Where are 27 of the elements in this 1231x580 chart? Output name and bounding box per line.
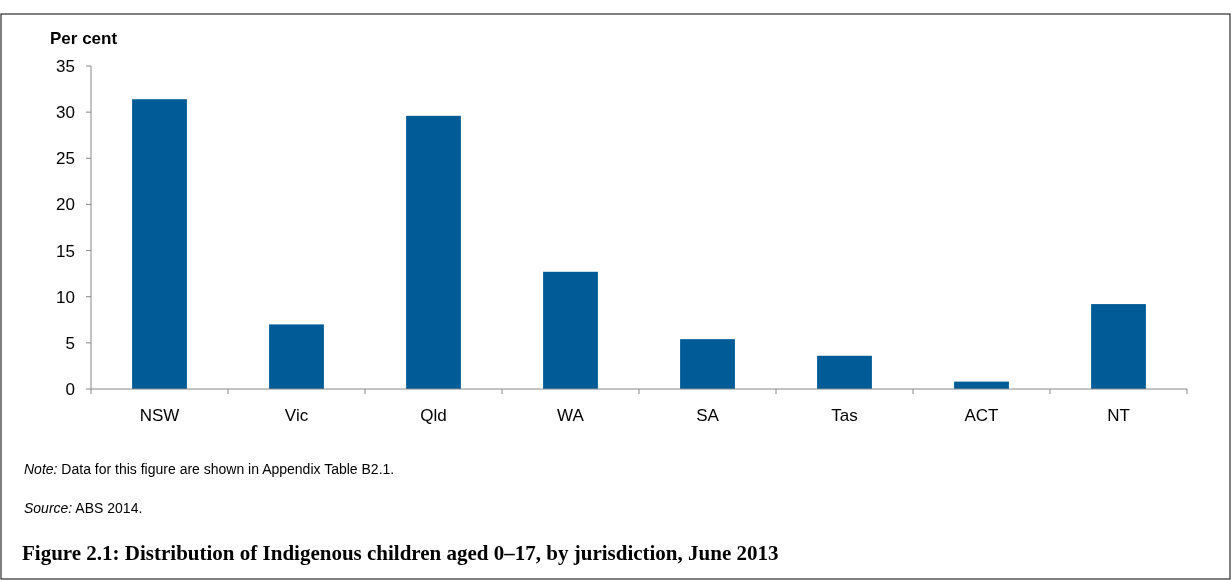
- bar: [543, 271, 598, 389]
- bar: [680, 339, 735, 389]
- bar: [1091, 304, 1146, 389]
- bar: [269, 324, 324, 389]
- y-tick-label: 30: [56, 103, 75, 123]
- x-tick-label: Qld: [420, 406, 447, 425]
- y-tick-label: 35: [56, 56, 75, 76]
- x-tick-label: SA: [696, 406, 720, 425]
- x-tick-label: Vic: [284, 406, 309, 425]
- bar: [817, 355, 872, 389]
- bar: [406, 115, 461, 389]
- y-tick-label: 0: [65, 379, 75, 399]
- y-tick-label: 25: [56, 149, 75, 169]
- y-tick-label: 15: [56, 241, 75, 261]
- x-tick-label: ACT: [964, 406, 999, 425]
- text: Figure 2.1: Distribution of Indigenous children aged 0–17, by jurisdiction, June 2013: [22, 541, 779, 565]
- x-tick-label: Tas: [831, 406, 858, 425]
- source-note: Source: ABS 2014.: [24, 500, 143, 516]
- y-axis-title: Per cent: [50, 29, 118, 48]
- x-tick-label: NT: [1107, 406, 1130, 425]
- y-tick-label: 5: [65, 333, 75, 353]
- x-tick-label: NSW: [139, 406, 180, 425]
- text: Note: Data for this figure are shown in Appendix Table B2.1.: [24, 461, 395, 477]
- y-tick-label: 10: [56, 287, 75, 307]
- x-tick-label: WA: [557, 406, 585, 425]
- y-tick-label: 20: [56, 195, 75, 215]
- bar: [132, 99, 187, 389]
